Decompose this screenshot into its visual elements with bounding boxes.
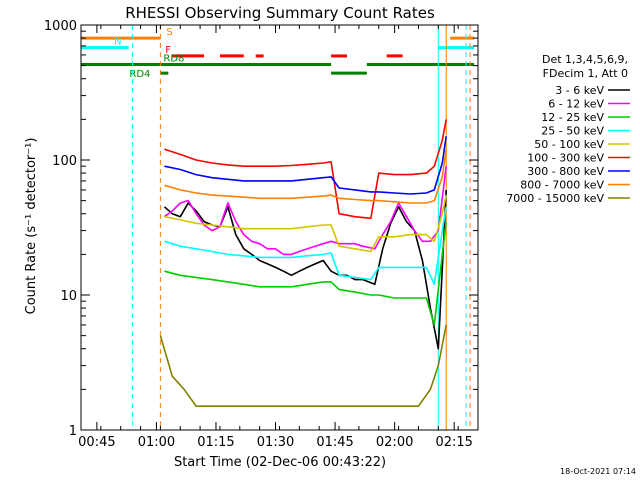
y-tick-label-1: 10 <box>60 289 77 304</box>
legend-label-6-12-kev: 6 - 12 keV <box>548 98 604 111</box>
plot-frame <box>80 24 479 431</box>
x-tick-label-3: 01:30 <box>257 435 294 450</box>
legend-label-25-50-kev: 25 - 50 keV <box>541 125 604 138</box>
band-label-rd4: RD4 <box>129 69 150 80</box>
y-tick-label-0: 1 <box>69 424 77 439</box>
plot-axes: 00:45 01:00 01:15 01:30 01:45 02:00 02:15 1 10 10… <box>44 19 479 450</box>
legend-label-100-300-kev: 100 - 300 keV <box>527 152 604 165</box>
x-tick-label-0: 00:45 <box>78 435 115 450</box>
y-tick-label-2: 100 <box>52 154 77 169</box>
band-label-n: N <box>114 37 121 48</box>
generation-timestamp: 18-Oct-2021 07:14 <box>560 467 636 476</box>
legend-header-line-2: FDecim 1, Att 0 <box>543 67 628 80</box>
legend-label-300-800-kev: 300 - 800 keV <box>527 165 604 178</box>
x-tick-label-4: 01:45 <box>316 435 353 450</box>
x-axis-label: Start Time (02-Dec-06 00:43:22) <box>174 455 386 470</box>
y-axis-label: Count Rate (s⁻¹ detector⁻¹) <box>24 138 39 315</box>
band-label-f: F <box>165 45 171 56</box>
series-line-50-100-kev <box>164 194 447 253</box>
series-line-800-7000-kev <box>164 149 447 204</box>
legend: Det 1,3,4,5,6,9, FDecim 1, Att 0 3 - 6 k… <box>506 53 630 205</box>
attenuator-decimator-bands: S N F RD4 RD8 <box>81 27 475 80</box>
x-tick-label-6: 02:15 <box>435 435 472 450</box>
series-line-100-300-kev <box>164 119 447 220</box>
series-line-7000-15000-kev <box>159 324 447 408</box>
band-label-s: S <box>166 27 172 38</box>
x-tick-label-5: 02:00 <box>376 435 413 450</box>
legend-label-50-100-kev: 50 - 100 keV <box>534 138 604 151</box>
legend-label-800-7000-kev: 800 - 7000 keV <box>520 179 604 192</box>
series-lines <box>159 119 447 408</box>
x-tick-label-2: 01:15 <box>197 435 234 450</box>
series-line-6-12-kev <box>163 166 447 256</box>
y-tick-label-3: 1000 <box>44 19 77 34</box>
series-line-25-50-kev <box>164 206 447 286</box>
band-label-rd8: RD8 <box>163 53 184 64</box>
legend-label-3-6-kev: 3 - 6 keV <box>555 84 604 97</box>
chart-title: RHESSI Observing Summary Count Rates <box>125 4 435 22</box>
legend-header-line-1: Det 1,3,4,5,6,9, <box>542 53 628 66</box>
legend-label-12-25-kev: 12 - 25 keV <box>541 111 604 124</box>
legend-label-7000-15000-kev: 7000 - 15000 keV <box>506 192 604 205</box>
series-line-12-25-kev <box>164 221 447 326</box>
series-line-300-800-kev <box>164 136 447 195</box>
x-tick-label-1: 01:00 <box>138 435 175 450</box>
